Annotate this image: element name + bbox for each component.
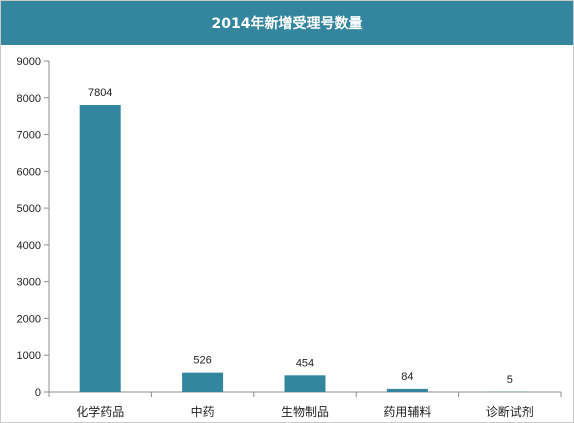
data-label: 5 <box>507 374 513 386</box>
y-tick-label: 0 <box>35 387 41 399</box>
y-tick-label: 7000 <box>17 130 41 142</box>
bar-2 <box>182 372 224 392</box>
data-label: 84 <box>401 371 413 383</box>
y-tick-label: 4000 <box>17 240 41 252</box>
data-label: 526 <box>193 355 211 367</box>
bar-3 <box>284 375 326 392</box>
y-tick-label: 2000 <box>17 313 41 325</box>
x-tick-label: 诊断试剂 <box>486 404 534 419</box>
x-tick-label: 化学药品 <box>76 404 124 419</box>
y-tick-label: 3000 <box>17 277 41 289</box>
data-label: 7804 <box>88 87 112 99</box>
bar-4 <box>386 388 428 392</box>
x-tick-label: 生物制品 <box>281 405 329 419</box>
data-label: 454 <box>296 357 314 369</box>
y-tick-label: 1000 <box>17 350 41 362</box>
y-tick-label: 6000 <box>17 166 41 178</box>
y-tick-label: 8000 <box>17 93 41 105</box>
y-tick-label: 5000 <box>17 203 41 215</box>
x-tick-label: 药用辅料 <box>383 405 431 419</box>
y-tick-label: 9000 <box>17 56 41 68</box>
bar-1 <box>79 104 121 393</box>
chart-title: 2014年新增受理号数量 <box>1 1 573 45</box>
x-tick-label: 中药 <box>191 404 215 419</box>
